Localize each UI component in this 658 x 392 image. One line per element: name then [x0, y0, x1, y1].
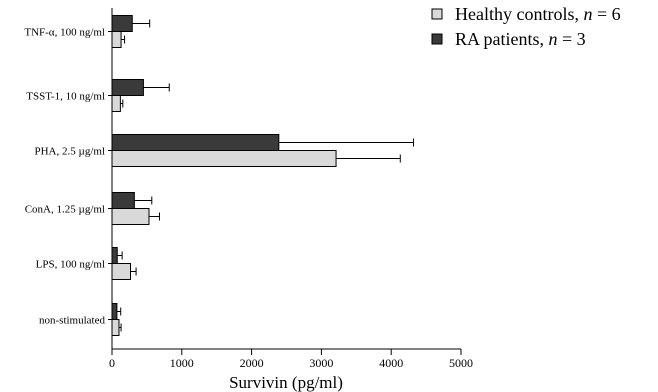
category-label-3: ConA, 1.25 µg/ml	[25, 204, 105, 216]
x-tick-label-4: 4000	[379, 356, 403, 370]
legend-label-healthy: Healthy controls, n = 6	[455, 4, 621, 24]
bars-layer	[111, 15, 415, 336]
x-tick-label-5: 5000	[449, 356, 473, 370]
bar-ra-2	[111, 134, 280, 151]
x-tick-label-0: 0	[109, 356, 115, 370]
legend-swatch-ra	[431, 33, 443, 45]
legend-label-ra: RA patients, n = 3	[455, 29, 586, 49]
bar-healthy-3	[111, 208, 150, 225]
bar-healthy-1	[111, 95, 121, 112]
category-label-4: LPS, 100 ng/ml	[36, 259, 105, 271]
bar-ra-0	[111, 15, 133, 32]
bar-ra-5	[111, 303, 118, 320]
category-label-1: TSST-1, 10 ng/ml	[26, 91, 105, 103]
bar-healthy-5	[111, 319, 120, 336]
axes-layer: TNF-α, 100 ng/ml TSST-1, 10 ng/ml PHA, 2.5…	[24, 8, 473, 370]
bar-ra-3	[111, 192, 135, 209]
bar-healthy-0	[111, 31, 122, 48]
x-tick-label-3: 3000	[309, 356, 333, 370]
x-tick-label-1: 1000	[170, 356, 194, 370]
x-tick-label-2: 2000	[240, 356, 264, 370]
category-label-0: TNF-α, 100 ng/ml	[24, 27, 105, 39]
legend-swatch-healthy	[431, 8, 443, 20]
bar-healthy-2	[111, 150, 337, 167]
category-label-2: PHA, 2.5 µg/ml	[34, 146, 105, 158]
bar-healthy-4	[111, 263, 131, 280]
category-label-5: non-stimulated	[39, 315, 105, 327]
x-axis-title: Survivin (pg/ml)	[229, 373, 343, 392]
bar-ra-4	[111, 247, 118, 264]
bar-ra-1	[111, 79, 144, 96]
legend: Healthy controls, n = 6 RA patients, n = …	[431, 4, 621, 49]
